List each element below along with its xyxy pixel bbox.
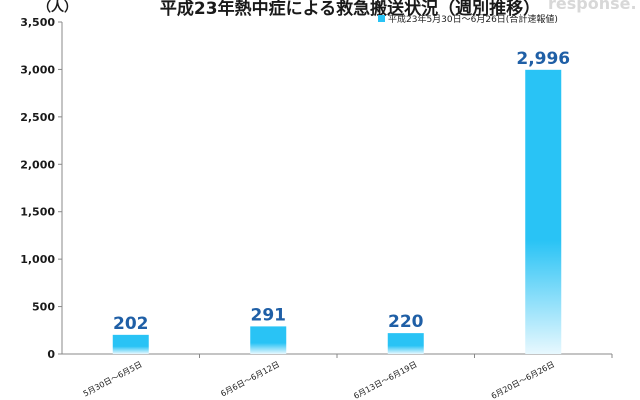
x-tick-label: 6月20日～6月26日 (490, 360, 557, 400)
data-label: 220 (388, 312, 424, 332)
y-tick-label: 3,500 (20, 16, 55, 29)
x-tick-label: 6月6日～6月12日 (219, 360, 281, 399)
y-tick-label: 2,500 (20, 111, 55, 124)
y-tick-label: 2,000 (20, 158, 55, 171)
bar (112, 334, 149, 354)
legend: 平成23年5月30日～6月26日(合計速報値) (378, 12, 558, 25)
data-label: 202 (113, 314, 149, 334)
x-tick-label: 6月13日～6月19日 (352, 360, 419, 400)
y-tick-label: 0 (47, 348, 55, 361)
y-tick-label: 3,000 (20, 63, 55, 76)
y-tick-label: 1,000 (20, 253, 55, 266)
legend-swatch (378, 15, 385, 22)
legend-label: 平成23年5月30日～6月26日(合計速報値) (388, 15, 558, 25)
y-tick-label: 1,500 (20, 206, 55, 219)
x-tick-label: 5月30日～6月5日 (82, 360, 144, 399)
data-label: 2,996 (516, 49, 570, 69)
data-label: 291 (251, 305, 287, 325)
watermark-logo: response. (548, 0, 637, 13)
y-axis-unit: （人） (38, 0, 78, 15)
bar (525, 69, 562, 355)
y-tick-label: 500 (32, 301, 55, 314)
bar (387, 333, 424, 354)
chart-title: 平成23年熱中症による救急搬送状況（週別推移） (159, 0, 541, 19)
bar (250, 326, 287, 354)
